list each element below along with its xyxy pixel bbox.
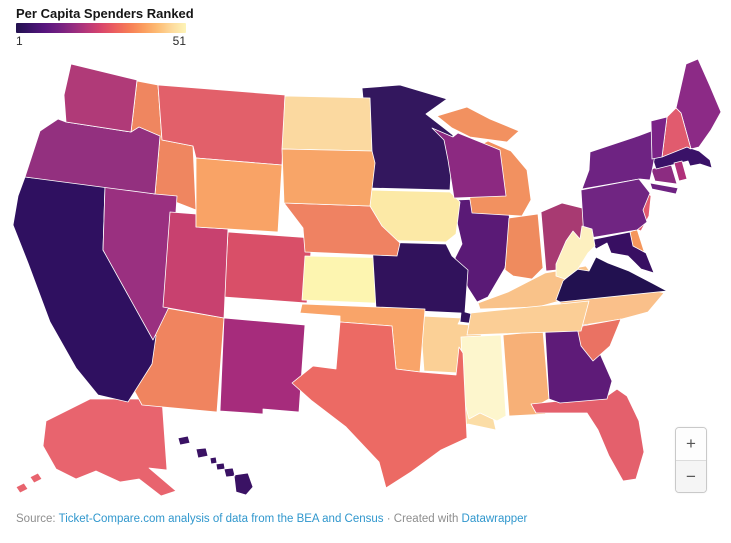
separator-text: · <box>383 513 394 525</box>
state-SC[interactable]: South Carolina <box>576 318 622 362</box>
state-NM[interactable]: New Mexico <box>219 317 306 415</box>
legend-max-label: 51 <box>172 34 186 48</box>
state-VT[interactable]: Vermont <box>650 116 668 160</box>
source-prefix-text: Source: <box>16 513 59 525</box>
state-SD[interactable]: South Dakota <box>281 148 376 207</box>
legend: 1 51 <box>16 23 186 47</box>
datawrapper-link[interactable]: Datawrapper <box>461 513 528 525</box>
minus-icon: − <box>686 467 696 486</box>
state-CO[interactable]: Colorado <box>223 231 313 304</box>
zoom-in-button[interactable]: + <box>676 428 706 460</box>
state-WA[interactable]: Washington <box>63 63 138 133</box>
source-line: Source: Ticket-Compare.com analysis of d… <box>16 512 721 526</box>
legend-min-label: 1 <box>16 34 23 48</box>
legend-gradient-bar <box>16 23 186 33</box>
state-WV[interactable]: West Virginia <box>555 225 596 280</box>
state-MA[interactable]: Massachusetts <box>651 146 713 170</box>
state-MD[interactable]: Maryland <box>589 231 655 274</box>
plus-icon: + <box>686 434 696 453</box>
map-zoom-controls: + − <box>675 427 707 493</box>
source-link[interactable]: Ticket-Compare.com analysis of data from… <box>58 513 384 525</box>
zoom-out-button[interactable]: − <box>676 460 706 492</box>
state-IL[interactable]: Illinois <box>454 197 512 303</box>
created-with-text: Created with <box>393 513 462 525</box>
state-WY[interactable]: Wyoming <box>195 157 283 233</box>
state-WI[interactable]: Wisconsin <box>431 127 507 199</box>
state-NE[interactable]: Nebraska <box>283 202 401 257</box>
state-RI[interactable]: Rhode Island <box>673 160 688 182</box>
state-IN[interactable]: Indiana <box>504 213 544 280</box>
state-HI[interactable]: Hawaii <box>177 435 254 496</box>
chart-title: Per Capita Spenders Ranked <box>16 6 194 21</box>
state-ND[interactable]: North Dakota <box>281 95 373 152</box>
state-MS[interactable]: Mississippi <box>460 334 507 422</box>
state-TX[interactable]: Texas <box>291 321 468 489</box>
state-MN[interactable]: Minnesota <box>361 84 454 191</box>
state-FL[interactable]: Florida <box>530 388 645 482</box>
state-TN[interactable]: Tennessee <box>466 300 590 336</box>
state-AK[interactable]: Alaska <box>15 398 177 497</box>
